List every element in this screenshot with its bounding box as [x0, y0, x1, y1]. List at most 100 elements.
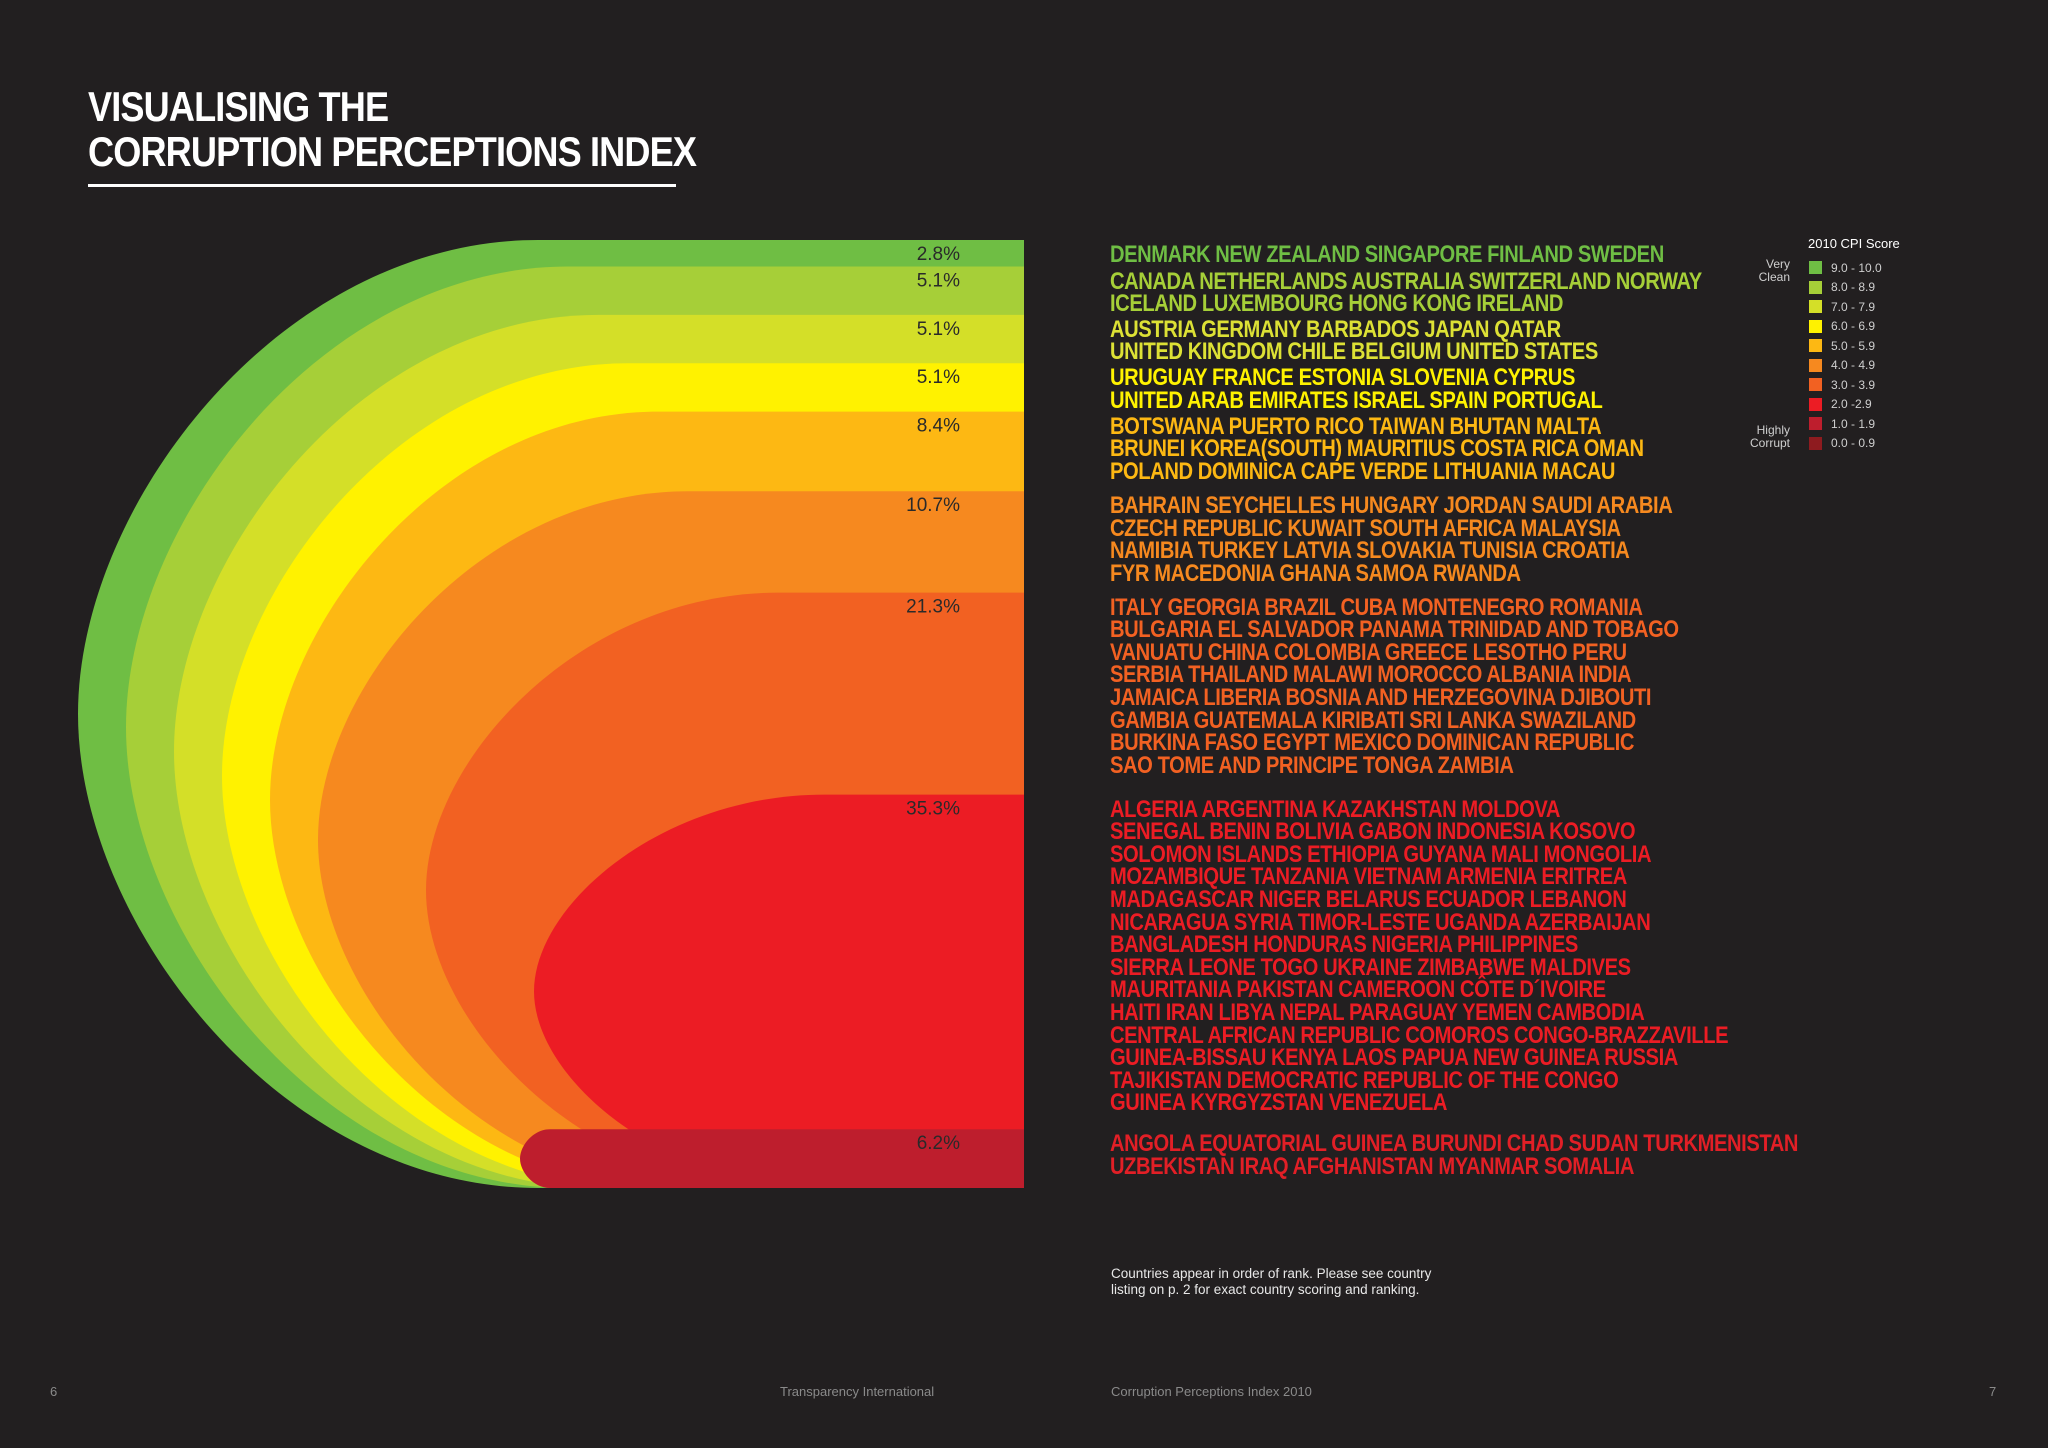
- band-4-percent-label: 5.1%: [917, 367, 960, 388]
- country-line: GAMBIA GUATEMALA KIRIBATI SRI LANKA SWAZ…: [1110, 706, 1636, 734]
- chart-bands: [78, 240, 1024, 1189]
- country-line: BANGLADESH HONDURAS NIGERIA PHILIPPINES: [1110, 931, 1578, 959]
- page-title: VISUALISING THE CORRUPTION PERCEPTIONS I…: [88, 84, 697, 175]
- legend-title: 2010 CPI Score: [1808, 236, 1900, 251]
- legend-swatch: [1809, 339, 1822, 352]
- country-line: SAO TOME AND PRINCIPE TONGA ZAMBIA: [1110, 751, 1514, 779]
- legend-range-label: 6.0 - 6.9: [1831, 319, 1876, 333]
- country-line: FYR MACEDONIA GHANA SAMOA RWANDA: [1110, 560, 1521, 587]
- band-8-shape: [534, 794, 1024, 1188]
- country-line: MAURITANIA PAKISTAN CAMEROON CÔTE D´IVOI…: [1110, 976, 1606, 1004]
- legend-range-label: 8.0 - 8.9: [1831, 280, 1876, 294]
- legend-entry-7: 3.0 - 3.9: [1809, 375, 1875, 394]
- legend-very-clean-line-2: Clean: [1758, 270, 1790, 284]
- country-line: GUINEA-BISSAU KENYA LAOS PAPUA NEW GUINE…: [1110, 1044, 1678, 1072]
- legend-range-label: 0.0 - 0.9: [1831, 436, 1876, 450]
- legend-entry-6: 4.0 - 4.9: [1809, 356, 1875, 375]
- footnote: Countries appear in order of rank. Pleas…: [1111, 1266, 1431, 1298]
- legend-swatch: [1809, 319, 1822, 333]
- country-line: UNITED KINGDOM CHILE BELGIUM UNITED STAT…: [1110, 338, 1598, 366]
- country-line: ITALY GEORGIA BRAZIL CUBA MONTENEGRO ROM…: [1110, 593, 1643, 621]
- legend-range-label: 4.0 - 4.9: [1831, 358, 1876, 372]
- legend-swatch: [1809, 378, 1822, 391]
- country-line: CANADA NETHERLANDS AUSTRALIA SWITZERLAND…: [1110, 267, 1702, 295]
- country-line: CENTRAL AFRICAN REPUBLIC COMOROS CONGO-B…: [1110, 1021, 1729, 1049]
- legend-very-clean-label: Very Clean: [1759, 258, 1790, 284]
- chart-percent-labels: 2.8% 5.1% 5.1% 5.1% 8.4% 10.7% 21.3% 35.3% 6.2%: [906, 244, 960, 1154]
- legend-swatch: [1809, 397, 1822, 411]
- legend-entry-5: 5.0 - 5.9: [1809, 336, 1875, 355]
- country-line: SOLOMON ISLANDS ETHIOPIA GUYANA MALI MON…: [1110, 840, 1652, 868]
- country-line: URUGUAY FRANCE ESTONIA SLOVENIA CYPRUS: [1110, 364, 1575, 392]
- legend-swatch: [1809, 417, 1822, 430]
- legend: 2010 CPI Score Very Clean Highly Corrupt…: [1750, 236, 1940, 456]
- band-7-percent-label: 21.3%: [906, 597, 960, 618]
- legend-swatch: [1809, 280, 1822, 294]
- country-line: GUINEA KYRGYZSTAN VENEZUELA: [1110, 1089, 1448, 1117]
- country-line: JAMAICA LIBERIA BOSNIA AND HERZEGOVINA D…: [1110, 684, 1652, 712]
- legend-highly-corrupt-line-2: Corrupt: [1749, 436, 1790, 450]
- band-5-percent-label: 8.4%: [917, 416, 960, 437]
- legend-entry-3: 7.0 - 7.9: [1809, 297, 1875, 316]
- country-line: BOTSWANA PUERTO RICO TAIWAN BHUTAN MALTA: [1110, 412, 1602, 440]
- country-line: MADAGASCAR NIGER BELARUS ECUADOR LEBANON: [1110, 885, 1627, 913]
- country-line: DENMARK NEW ZEALAND SINGAPORE FINLAND SW…: [1110, 241, 1664, 268]
- legend-swatch: [1809, 261, 1822, 274]
- cpi-nested-arc-chart: 2.8% 5.1% 5.1% 5.1% 8.4% 10.7% 21.3% 35.3% 6.2%: [78, 240, 1024, 1189]
- country-line: BRUNEI KOREA(SOUTH) MAURITIUS COSTA RICA…: [1110, 435, 1644, 463]
- page-number-right: 7: [1989, 1384, 1997, 1399]
- footnote-line-2: listing on p. 2 for exact country scorin…: [1111, 1282, 1420, 1297]
- country-line: HAITI IRAN LIBYA NEPAL PARAGUAY YEMEN CA…: [1110, 998, 1645, 1026]
- legend-range-label: 2.0 -2.9: [1831, 397, 1872, 411]
- legend-range-label: 3.0 - 3.9: [1831, 377, 1876, 392]
- band-1-percent-label: 2.8%: [917, 244, 960, 265]
- legend-entry-9: 1.0 - 1.9: [1809, 414, 1875, 433]
- legend-range-label: 1.0 - 1.9: [1831, 416, 1876, 431]
- band-2-percent-label: 5.1%: [917, 271, 960, 292]
- legend-entry-4: 6.0 - 6.9: [1809, 317, 1875, 336]
- legend-highly-corrupt-line-1: Highly: [1756, 423, 1790, 437]
- country-group-1: DENMARK NEW ZEALAND SINGAPORE FINLAND SW…: [1110, 241, 1664, 268]
- country-line: ALGERIA ARGENTINA KAZAKHSTAN MOLDOVA: [1110, 795, 1561, 823]
- country-group-9: ANGOLA EQUATORIAL GUINEA BURUNDI CHAD SU…: [1110, 1130, 1799, 1180]
- country-line: NAMIBIA TURKEY LATVIA SLOVAKIA TUNISIA C…: [1110, 537, 1630, 565]
- country-line: ICELAND LUXEMBOURG HONG KONG IRELAND: [1110, 290, 1564, 318]
- legend-entry-2: 8.0 - 8.9: [1809, 278, 1875, 297]
- country-line: BULGARIA EL SALVADOR PANAMA TRINIDAD AND…: [1110, 616, 1679, 644]
- publisher-name: Transparency International: [780, 1384, 935, 1399]
- title-line-2: CORRUPTION PERCEPTIONS INDEX: [88, 128, 697, 175]
- country-line: BAHRAIN SEYCHELLES HUNGARY JORDAN SAUDI …: [1110, 492, 1673, 520]
- legend-very-clean-line-1: Very: [1765, 257, 1790, 271]
- legend-range-label: 7.0 - 7.9: [1831, 299, 1876, 314]
- country-line: MOZAMBIQUE TANZANIA VIETNAM ARMENIA ERIT…: [1110, 863, 1627, 891]
- country-line: UNITED ARAB EMIRATES ISRAEL SPAIN PORTUG…: [1110, 386, 1603, 414]
- country-line: SENEGAL BENIN BOLIVIA GABON INDONESIA KO…: [1110, 818, 1636, 846]
- country-group-8: ALGERIA ARGENTINA KAZAKHSTAN MOLDOVA SENE…: [1110, 795, 1729, 1117]
- publication-title: Corruption Perceptions Index 2010: [1111, 1384, 1312, 1399]
- country-group-7: ITALY GEORGIA BRAZIL CUBA MONTENEGRO ROM…: [1110, 593, 1679, 779]
- band-6-percent-label: 10.7%: [906, 495, 960, 516]
- country-group-3: AUSTRIA GERMANY BARBADOS JAPAN QATAR UNIT…: [1110, 315, 1598, 366]
- country-line: ANGOLA EQUATORIAL GUINEA BURUNDI CHAD SU…: [1110, 1130, 1799, 1158]
- legend-range-label: 9.0 - 10.0: [1831, 260, 1882, 275]
- country-line: UZBEKISTAN IRAQ AFGHANISTAN MYANMAR SOMA…: [1110, 1152, 1635, 1180]
- legend-swatch: [1809, 300, 1822, 313]
- legend-entry-10: 0.0 - 0.9: [1809, 434, 1875, 453]
- band-3-percent-label: 5.1%: [917, 319, 960, 340]
- legend-swatch: [1809, 436, 1822, 450]
- legend-highly-corrupt-label: Highly Corrupt: [1750, 424, 1790, 450]
- country-line: AUSTRIA GERMANY BARBADOS JAPAN QATAR: [1110, 315, 1561, 343]
- legend-entry-8: 2.0 -2.9: [1809, 395, 1872, 414]
- country-line: BURKINA FASO EGYPT MEXICO DOMINICAN REPU…: [1110, 729, 1635, 757]
- country-group-6: BAHRAIN SEYCHELLES HUNGARY JORDAN SAUDI …: [1110, 492, 1673, 587]
- country-line: NICARAGUA SYRIA TIMOR-LESTE UGANDA AZERB…: [1110, 908, 1651, 936]
- band-8-percent-label: 35.3%: [906, 799, 960, 820]
- country-line: SIERRA LEONE TOGO UKRAINE ZIMBABWE MALDI…: [1110, 953, 1631, 981]
- band-9-shape: [520, 1129, 1024, 1188]
- country-group-5: BOTSWANA PUERTO RICO TAIWAN BHUTAN MALTA…: [1110, 412, 1644, 485]
- country-group-4: URUGUAY FRANCE ESTONIA SLOVENIA CYPRUS UN…: [1110, 364, 1603, 414]
- country-line: POLAND DOMINICA CAPE VERDE LITHUANIA MAC…: [1110, 457, 1616, 485]
- legend-swatch: [1809, 358, 1822, 372]
- legend-range-label: 5.0 - 5.9: [1831, 338, 1876, 353]
- country-line: VANUATU CHINA COLOMBIA GREECE LESOTHO PE…: [1110, 638, 1627, 666]
